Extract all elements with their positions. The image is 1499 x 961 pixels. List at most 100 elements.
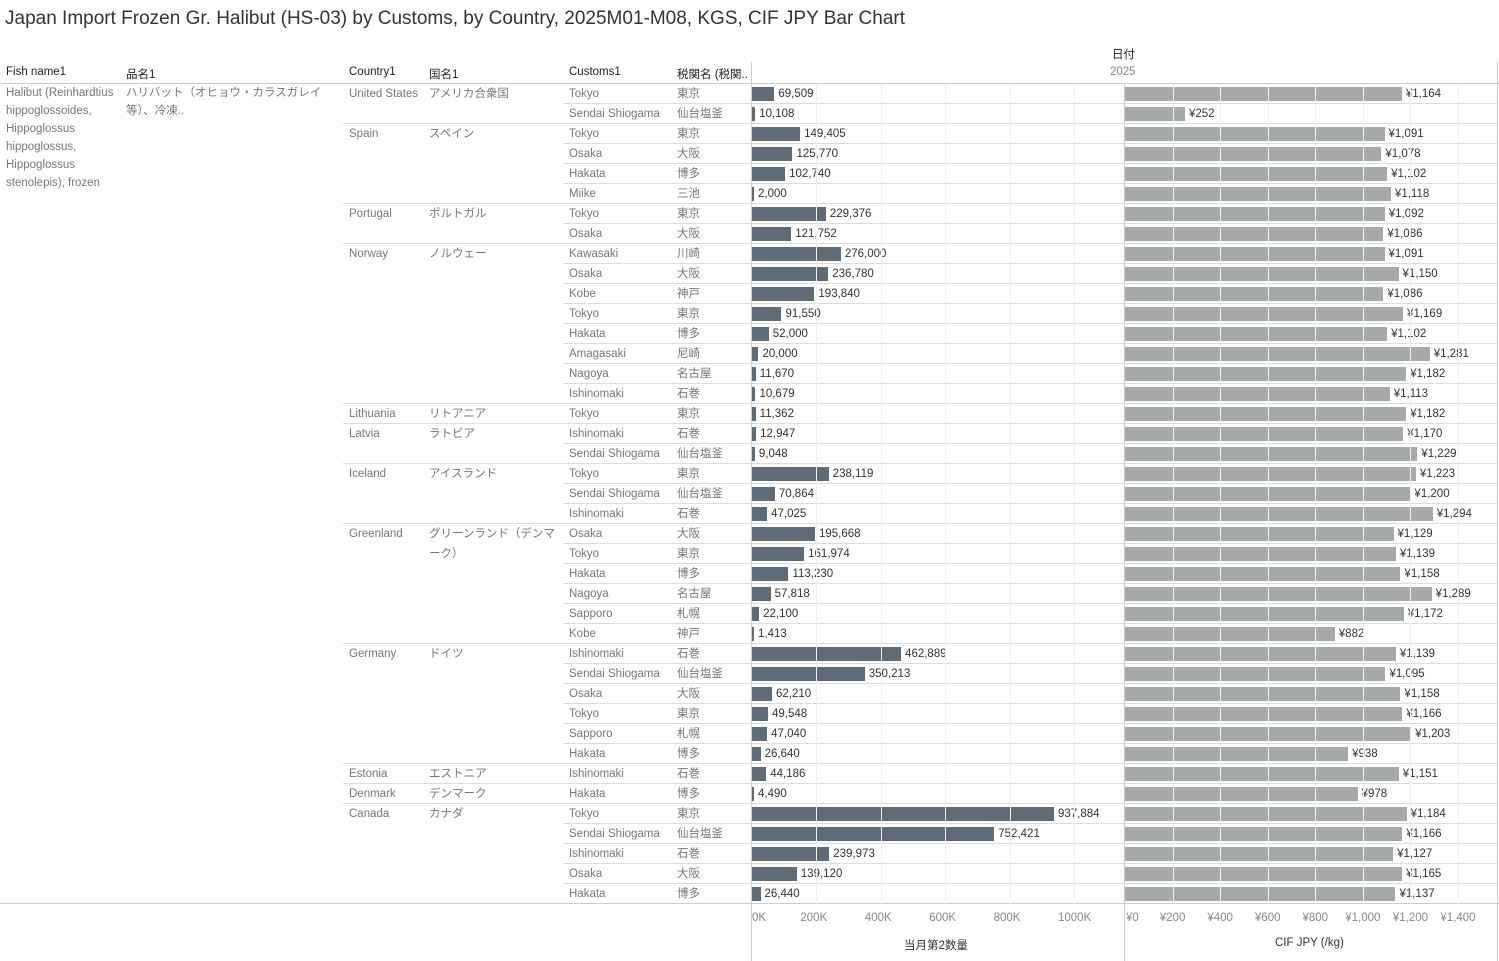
price-bar[interactable] xyxy=(1125,627,1335,641)
qty-bar[interactable] xyxy=(752,807,1054,821)
qty-bar[interactable] xyxy=(752,187,754,201)
price-label: ¥1,281 xyxy=(1433,348,1469,360)
qty-bar[interactable] xyxy=(752,867,797,881)
price-bar[interactable] xyxy=(1125,827,1403,841)
price-bar[interactable] xyxy=(1125,327,1388,341)
price-bar[interactable] xyxy=(1125,167,1388,181)
qty-bar[interactable] xyxy=(752,627,754,641)
price-bar[interactable] xyxy=(1125,407,1407,421)
qty-bar[interactable] xyxy=(752,367,756,381)
price-bar[interactable] xyxy=(1125,147,1382,161)
qty-bar[interactable] xyxy=(752,447,755,461)
price-bar[interactable] xyxy=(1125,347,1430,361)
qty-bar[interactable] xyxy=(752,487,775,501)
customs-name-jp: 石巻 xyxy=(677,648,700,660)
qty-bar[interactable] xyxy=(752,787,754,801)
qty-bar[interactable] xyxy=(752,547,805,561)
qty-bar[interactable] xyxy=(752,587,771,601)
group-divider xyxy=(343,423,1497,424)
qty-label: 22,100 xyxy=(763,608,799,620)
price-bar[interactable] xyxy=(1125,207,1385,221)
qty-bar[interactable] xyxy=(752,227,792,241)
price-bar[interactable] xyxy=(1125,127,1385,141)
qty-bar[interactable] xyxy=(752,167,786,181)
price-bar[interactable] xyxy=(1125,687,1401,701)
qty-bar[interactable] xyxy=(752,827,995,841)
price-tick-label: ¥800 xyxy=(1302,912,1329,924)
qty-bar[interactable] xyxy=(752,507,768,521)
price-bar[interactable] xyxy=(1125,447,1418,461)
price-bar[interactable] xyxy=(1125,847,1394,861)
price-bar[interactable] xyxy=(1125,387,1390,401)
qty-bar[interactable] xyxy=(752,727,768,741)
qty-bar[interactable] xyxy=(752,427,757,441)
qty-bar[interactable] xyxy=(752,607,760,621)
qty-bar[interactable] xyxy=(752,647,902,661)
qty-bar[interactable] xyxy=(752,267,829,281)
country-name: Estonia xyxy=(349,768,388,780)
price-bar[interactable] xyxy=(1125,507,1433,521)
price-bar[interactable] xyxy=(1125,467,1416,481)
qty-bar[interactable] xyxy=(752,127,801,141)
qty-bar[interactable] xyxy=(752,667,865,681)
price-bar[interactable] xyxy=(1125,647,1396,661)
price-bar[interactable] xyxy=(1125,287,1384,301)
price-bar[interactable] xyxy=(1125,527,1394,541)
qty-bar[interactable] xyxy=(752,747,761,761)
customs-name-jp: 東京 xyxy=(677,548,700,560)
qty-bar[interactable] xyxy=(752,407,756,421)
price-bar[interactable] xyxy=(1125,767,1399,781)
qty-label: 47,040 xyxy=(771,728,807,740)
price-bar[interactable] xyxy=(1125,807,1407,821)
country-name-jp: アイスランド xyxy=(429,468,498,480)
qty-label: 149,405 xyxy=(804,128,846,140)
price-bar[interactable] xyxy=(1125,427,1404,441)
qty-bar[interactable] xyxy=(752,567,789,581)
price-bar[interactable] xyxy=(1125,567,1401,581)
header-fish-name[interactable]: Fish name1 xyxy=(6,66,67,78)
header-kokumei[interactable]: 国名1 xyxy=(429,69,459,81)
price-bar[interactable] xyxy=(1125,747,1349,761)
qty-bar[interactable] xyxy=(752,347,759,361)
qty-bar[interactable] xyxy=(752,387,756,401)
qty-bar[interactable] xyxy=(752,467,829,481)
qty-bar[interactable] xyxy=(752,87,775,101)
qty-bar[interactable] xyxy=(752,887,761,901)
qty-bar[interactable] xyxy=(752,307,782,321)
qty-tick-label: 1000K xyxy=(1058,912,1092,924)
price-bar[interactable] xyxy=(1125,87,1402,101)
qty-bar[interactable] xyxy=(752,287,815,301)
price-bar[interactable] xyxy=(1125,607,1404,621)
price-bar[interactable] xyxy=(1125,887,1396,901)
price-bar[interactable] xyxy=(1125,547,1396,561)
price-bar[interactable] xyxy=(1125,867,1403,881)
price-bar[interactable] xyxy=(1125,307,1404,321)
price-bar[interactable] xyxy=(1125,227,1384,241)
qty-bar[interactable] xyxy=(752,687,773,701)
qty-bar[interactable] xyxy=(752,527,815,541)
header-customs[interactable]: Customs1 xyxy=(569,66,621,78)
qty-bar[interactable] xyxy=(752,247,841,261)
customs-name-jp: 大阪 xyxy=(677,228,700,240)
price-bar[interactable] xyxy=(1125,247,1385,261)
price-bar[interactable] xyxy=(1125,267,1399,281)
qty-bar[interactable] xyxy=(752,107,756,121)
qty-bar[interactable] xyxy=(752,327,769,341)
qty-bar[interactable] xyxy=(752,147,793,161)
qty-bar[interactable] xyxy=(752,707,768,721)
price-bar[interactable] xyxy=(1125,667,1386,681)
header-zeikan[interactable]: 税関名 (税関.. xyxy=(677,69,748,81)
price-gridline xyxy=(1458,84,1459,904)
qty-bar[interactable] xyxy=(752,847,830,861)
price-bar[interactable] xyxy=(1125,107,1185,121)
price-bar[interactable] xyxy=(1125,587,1432,601)
price-bar[interactable] xyxy=(1125,367,1407,381)
price-bar[interactable] xyxy=(1125,787,1358,801)
price-bar[interactable] xyxy=(1125,707,1403,721)
header-hinmei[interactable]: 品名1 xyxy=(126,69,156,81)
header-country[interactable]: Country1 xyxy=(349,66,396,78)
qty-bar[interactable] xyxy=(752,207,826,221)
price-bar[interactable] xyxy=(1125,187,1391,201)
qty-bar[interactable] xyxy=(752,767,767,781)
qty-label: 121,752 xyxy=(795,224,837,244)
